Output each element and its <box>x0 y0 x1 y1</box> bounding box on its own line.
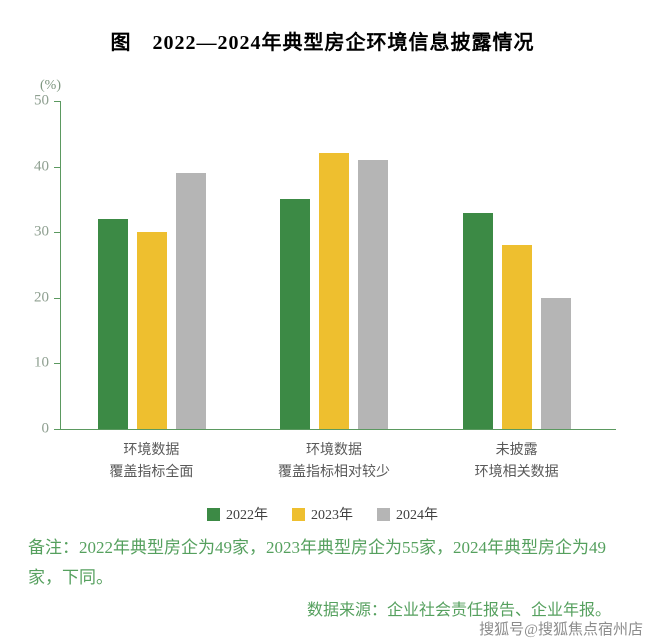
y-tick-label: 0 <box>41 420 50 437</box>
y-tick-label: 40 <box>34 158 49 175</box>
x-axis-end-tick <box>608 429 616 430</box>
y-axis-unit-label: (%) <box>40 78 61 93</box>
bar-2024年-group1 <box>176 173 207 429</box>
bar-group-3 <box>462 101 571 429</box>
legend-item-2022年: 2022年 <box>207 504 268 524</box>
bar-2023年-group3 <box>501 245 532 429</box>
y-tick-mark <box>54 429 61 430</box>
plot-area: 0 10 20 30 40 50 <box>34 93 616 437</box>
bar-2023年-group1 <box>137 232 168 429</box>
bar-2024年-group2 <box>358 160 389 429</box>
legend-swatch-icon <box>377 507 390 521</box>
x-category-label-line: 未披露 <box>495 443 538 458</box>
x-category-label-line: 覆盖指标全面 <box>109 465 194 481</box>
source-text: 数据来源：企业社会责任报告、企业年报。 <box>306 602 611 619</box>
x-axis-labels: 环境数据 覆盖指标全面 环境数据 覆盖指标相对较少 未披露 环境相关数据 <box>60 440 608 485</box>
y-tick-mark <box>54 166 61 168</box>
y-tick-mark <box>54 363 61 365</box>
y-tick-label: 20 <box>34 289 49 306</box>
y-tick-label: 50 <box>34 92 49 109</box>
y-tick-mark <box>54 297 61 299</box>
x-category-label-1: 环境数据覆盖指标全面 <box>60 440 243 485</box>
bar-2024年-group3 <box>540 297 571 429</box>
y-tick-mark <box>54 232 61 234</box>
legend-label: 2024年 <box>396 508 438 523</box>
chart-title: 图 2022—2024年典型房企环境信息披露情况 <box>110 32 535 54</box>
y-tick-label: 30 <box>34 223 49 240</box>
legend: 2022年 2023年 2024年 <box>0 504 645 524</box>
bar-2023年-group2 <box>319 153 350 429</box>
bar-group-1 <box>98 101 207 429</box>
note-text: 备注：2022年典型房企为49家，2023年典型房企为55家，2024年典型房企… <box>28 538 606 587</box>
x-category-label-line: 环境相关数据 <box>474 465 559 481</box>
bar-2022年-group2 <box>280 199 311 429</box>
legend-label: 2023年 <box>311 508 353 523</box>
watermark-text: 搜狐号@搜狐焦点宿州店 <box>479 622 643 638</box>
y-tick-mark <box>54 101 61 102</box>
bar-2022年-group3 <box>462 212 493 429</box>
legend-label: 2022年 <box>226 508 268 523</box>
bar-2022年-group1 <box>98 219 129 429</box>
legend-item-2024年: 2024年 <box>377 504 438 524</box>
x-category-label-3: 未披露 环境相关数据 <box>425 440 608 485</box>
bar-group-2 <box>280 101 389 429</box>
legend-item-2023年: 2023年 <box>292 504 353 524</box>
x-category-label-line: 环境数据 <box>306 443 362 458</box>
y-tick-label: 10 <box>34 354 49 371</box>
x-category-label-line: 环境数据 <box>123 443 180 458</box>
legend-swatch-icon <box>207 507 220 521</box>
legend-swatch-icon <box>292 507 305 521</box>
x-category-label-line: 覆盖指标相对较少 <box>278 465 390 481</box>
bar-groups <box>61 101 608 429</box>
x-category-label-2: 环境数据覆盖指标相对较少 <box>243 440 426 485</box>
